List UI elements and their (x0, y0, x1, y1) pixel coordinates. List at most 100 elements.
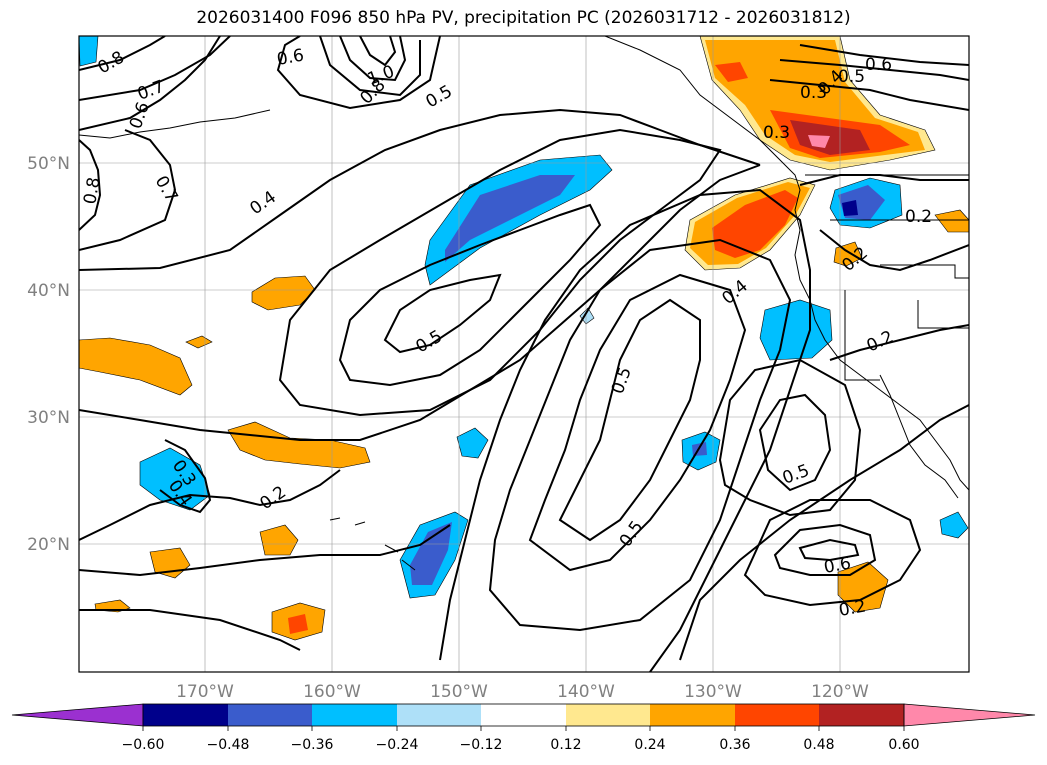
colorbar-tick-label: 0.36 (719, 737, 750, 753)
colorbar-segment (566, 704, 650, 726)
precip-positive-west35 (79, 337, 193, 396)
lon-label: 160°W (303, 682, 361, 702)
pv-contour-0.4-mx (743, 499, 922, 607)
alaska-coast (79, 109, 271, 139)
colorbar-ticks (142, 726, 905, 731)
pv-contours (79, 36, 969, 672)
pv-contour-0.3-south (488, 238, 792, 632)
colorbar-tick-label: −0.12 (460, 737, 503, 753)
colorbar: −0.60 −0.48 −0.36 −0.24 −0.12 0.12 0.24 … (11, 703, 1036, 753)
pv-contour-0.5-sub (758, 393, 832, 492)
pv-contour-0.5-mx (773, 523, 877, 576)
map-frame (78, 35, 970, 673)
colorbar-frame (142, 703, 905, 727)
pv-contour-0.4-top (79, 108, 761, 271)
pv-contour-0.2-south (439, 188, 811, 672)
colorbar-tick-label: 0.60 (888, 737, 919, 753)
colorbar-extend-min (11, 703, 144, 727)
pv-contour-0.2-ne (819, 229, 969, 272)
lon-label: 140°W (557, 682, 615, 702)
pv-contour-0.8-nw (79, 36, 166, 71)
pv-contour-0.2-mx (679, 404, 969, 661)
pv-contour-0.2-east (829, 324, 969, 361)
pv-contour-0.8-top (339, 36, 407, 82)
colorbar-tick-label: 0.24 (634, 737, 665, 753)
contour-label: 0.5 (838, 67, 865, 87)
contour-label: 0.6 (865, 55, 892, 75)
pv-contour-0.4-sub (718, 358, 862, 517)
pv-contour-0.6-nw (79, 36, 221, 131)
lat-label: 30°N (27, 408, 70, 428)
lon-label: 130°W (684, 682, 742, 702)
precip-shading (79, 36, 969, 641)
contour-label: 0.2 (905, 207, 932, 227)
pv-contour-0.4-ne (799, 174, 969, 186)
colorbar-segment (481, 704, 566, 726)
contour-label: 0.6 (275, 46, 305, 70)
pv-contour-0.3-ne (769, 79, 969, 111)
precip-positive-28n (227, 421, 371, 469)
colorbar-tick-label: −0.60 (122, 737, 165, 753)
pv-contour-0.6-ne (799, 44, 969, 66)
precip-positive-14n-red (288, 614, 308, 634)
pv-contour-0.7-w (79, 129, 177, 251)
map-title: 2026031400 F096 850 hPa PV, precipitatio… (196, 8, 851, 28)
precip-positive-oregon-red (712, 190, 798, 258)
pv-contour-0.5-ne (779, 59, 969, 81)
lat-label: 40°N (27, 281, 70, 301)
colorbar-segment (312, 704, 397, 726)
lon-label: 150°W (430, 682, 488, 702)
colorbar-tick-label: 0.12 (550, 737, 581, 753)
colorbar-segment (650, 704, 735, 726)
pv-contour-0.4-south (528, 273, 747, 572)
precip-negative-blob-b (456, 427, 489, 459)
contour-label: 0.8 (80, 176, 104, 206)
na-coastline (604, 36, 969, 491)
precip-positive-22n (259, 524, 299, 556)
lon-axis-labels: 170°W 160°W 150°W 140°W 130°W 120°W (176, 682, 869, 702)
pv-contour-0.7-nw (79, 36, 231, 101)
coastlines (79, 36, 969, 571)
baja-coast (879, 374, 959, 499)
precip-negative-pacific-streak-inner (445, 175, 575, 262)
colorbar-tick-label: −0.48 (207, 737, 250, 753)
precip-positive-sm2 (934, 209, 969, 233)
colorbar-segment (143, 704, 228, 726)
pv-contour-0.5-south (558, 298, 701, 542)
pv-contour-1.0-top (359, 36, 397, 67)
pv-contour-0.4-trough (338, 203, 602, 387)
pv-contour-0.2-a (79, 164, 761, 441)
colorbar-tick-label: −0.36 (291, 737, 334, 753)
precip-positive-bc-darkred (790, 120, 870, 155)
colorbar-segment (228, 704, 312, 726)
contour-label: 0.3 (763, 123, 790, 143)
pv-contour-0.2-west (79, 469, 341, 541)
lat-label: 50°N (27, 154, 70, 174)
lon-label: 120°W (811, 682, 869, 702)
contour-label: 0.3 (800, 83, 827, 103)
pv-contour-0.5-top (276, 36, 441, 110)
precip-negative-wa-navy (842, 200, 858, 216)
pv-contour-0.6-top (319, 36, 421, 97)
precip-negative-small (579, 307, 595, 325)
lat-label: 20°N (27, 535, 70, 555)
pv-contour-0.5-trough (383, 273, 502, 354)
lon-label: 170°W (176, 682, 234, 702)
colorbar-segment (819, 704, 904, 726)
colorbar-tick-label: −0.24 (376, 737, 419, 753)
colorbar-extend-max (903, 703, 1036, 727)
pv-contour-0.3-trough (278, 128, 722, 417)
precip-negative-nw-corner (79, 36, 99, 67)
map-plot-area: 0.8 0.6 0.7 0.6 1.0 0.8 0.5 0.6 0.5 0.4 … (79, 36, 969, 672)
pv-contour-0.8-w (79, 139, 102, 231)
precip-positive-small-west (185, 335, 213, 349)
precip-negative-hawaii-inner (410, 522, 452, 585)
hawaii-islands (329, 517, 416, 571)
lat-axis-labels: 50°N 40°N 30°N 20°N (27, 154, 70, 555)
precip-positive-bc-pink (808, 135, 830, 148)
colorbar-segment (397, 704, 481, 726)
state-border-4 (844, 290, 880, 381)
contour-label: 0.6 (822, 554, 852, 578)
colorbar-segment (735, 704, 819, 726)
